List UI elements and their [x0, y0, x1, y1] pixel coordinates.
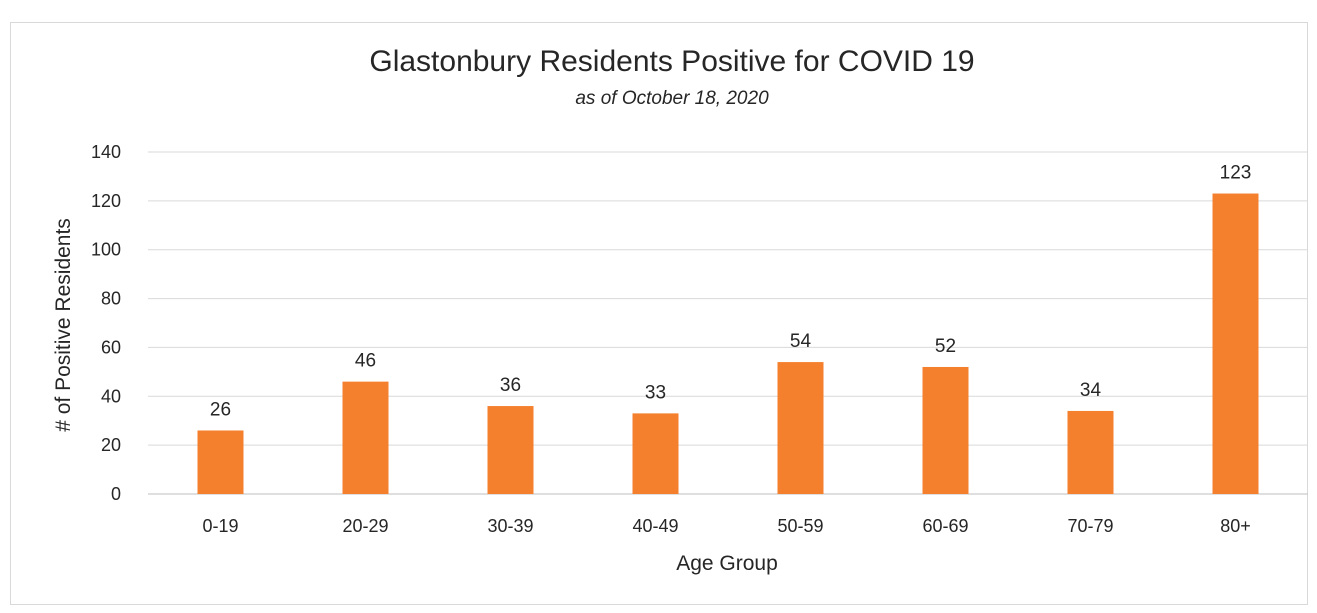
- x-tick-label: 40-49: [632, 516, 678, 536]
- bar-20-29: [342, 381, 389, 494]
- y-tick-label: 80: [101, 289, 121, 309]
- bar-0-19: [197, 430, 244, 494]
- chart-title: Glastonbury Residents Positive for COVID…: [369, 45, 974, 78]
- bar-80+: [1212, 193, 1259, 494]
- data-label: 26: [210, 399, 231, 420]
- bar-60-69: [922, 366, 969, 494]
- bar-70-79: [1067, 410, 1114, 494]
- x-tick-label: 80+: [1220, 516, 1251, 536]
- data-label: 36: [500, 375, 521, 396]
- data-label: 52: [935, 336, 956, 357]
- y-tick-label: 20: [101, 435, 121, 455]
- bars: [197, 193, 1259, 494]
- data-labels: 26 46 36 33 54 52 34 123: [210, 163, 1251, 421]
- data-label: 46: [355, 351, 376, 372]
- bar-30-39: [487, 406, 534, 494]
- y-tick-label: 140: [91, 142, 121, 162]
- data-label: 33: [645, 382, 666, 403]
- y-tick-label: 0: [111, 484, 121, 504]
- chart-subtitle: as of October 18, 2020: [575, 88, 769, 109]
- x-tick-label: 0-19: [202, 516, 238, 536]
- x-axis-label: Age Group: [676, 552, 778, 575]
- data-label: 123: [1220, 163, 1252, 184]
- y-tick-label: 120: [91, 191, 121, 211]
- x-axis-ticks: 0-19 20-29 30-39 40-49 50-59 60-69 70-79 80+: [202, 516, 1250, 536]
- bar-40-49: [632, 413, 679, 494]
- bar-50-59: [777, 362, 824, 494]
- data-label: 54: [790, 331, 812, 352]
- x-tick-label: 20-29: [342, 516, 388, 536]
- gridlines: [148, 151, 1308, 495]
- x-tick-label: 70-79: [1067, 516, 1113, 536]
- x-tick-label: 50-59: [777, 516, 823, 536]
- y-axis-label: # of Positive Residents: [52, 218, 75, 432]
- chart-frame: [10, 22, 1308, 605]
- y-tick-label: 100: [91, 240, 121, 260]
- y-tick-label: 60: [101, 337, 121, 357]
- y-tick-label: 40: [101, 386, 121, 406]
- x-tick-label: 60-69: [922, 516, 968, 536]
- y-axis-ticks: 0 20 40 60 80 100 120 140: [91, 142, 121, 504]
- data-label: 34: [1080, 380, 1102, 401]
- x-tick-label: 30-39: [487, 516, 533, 536]
